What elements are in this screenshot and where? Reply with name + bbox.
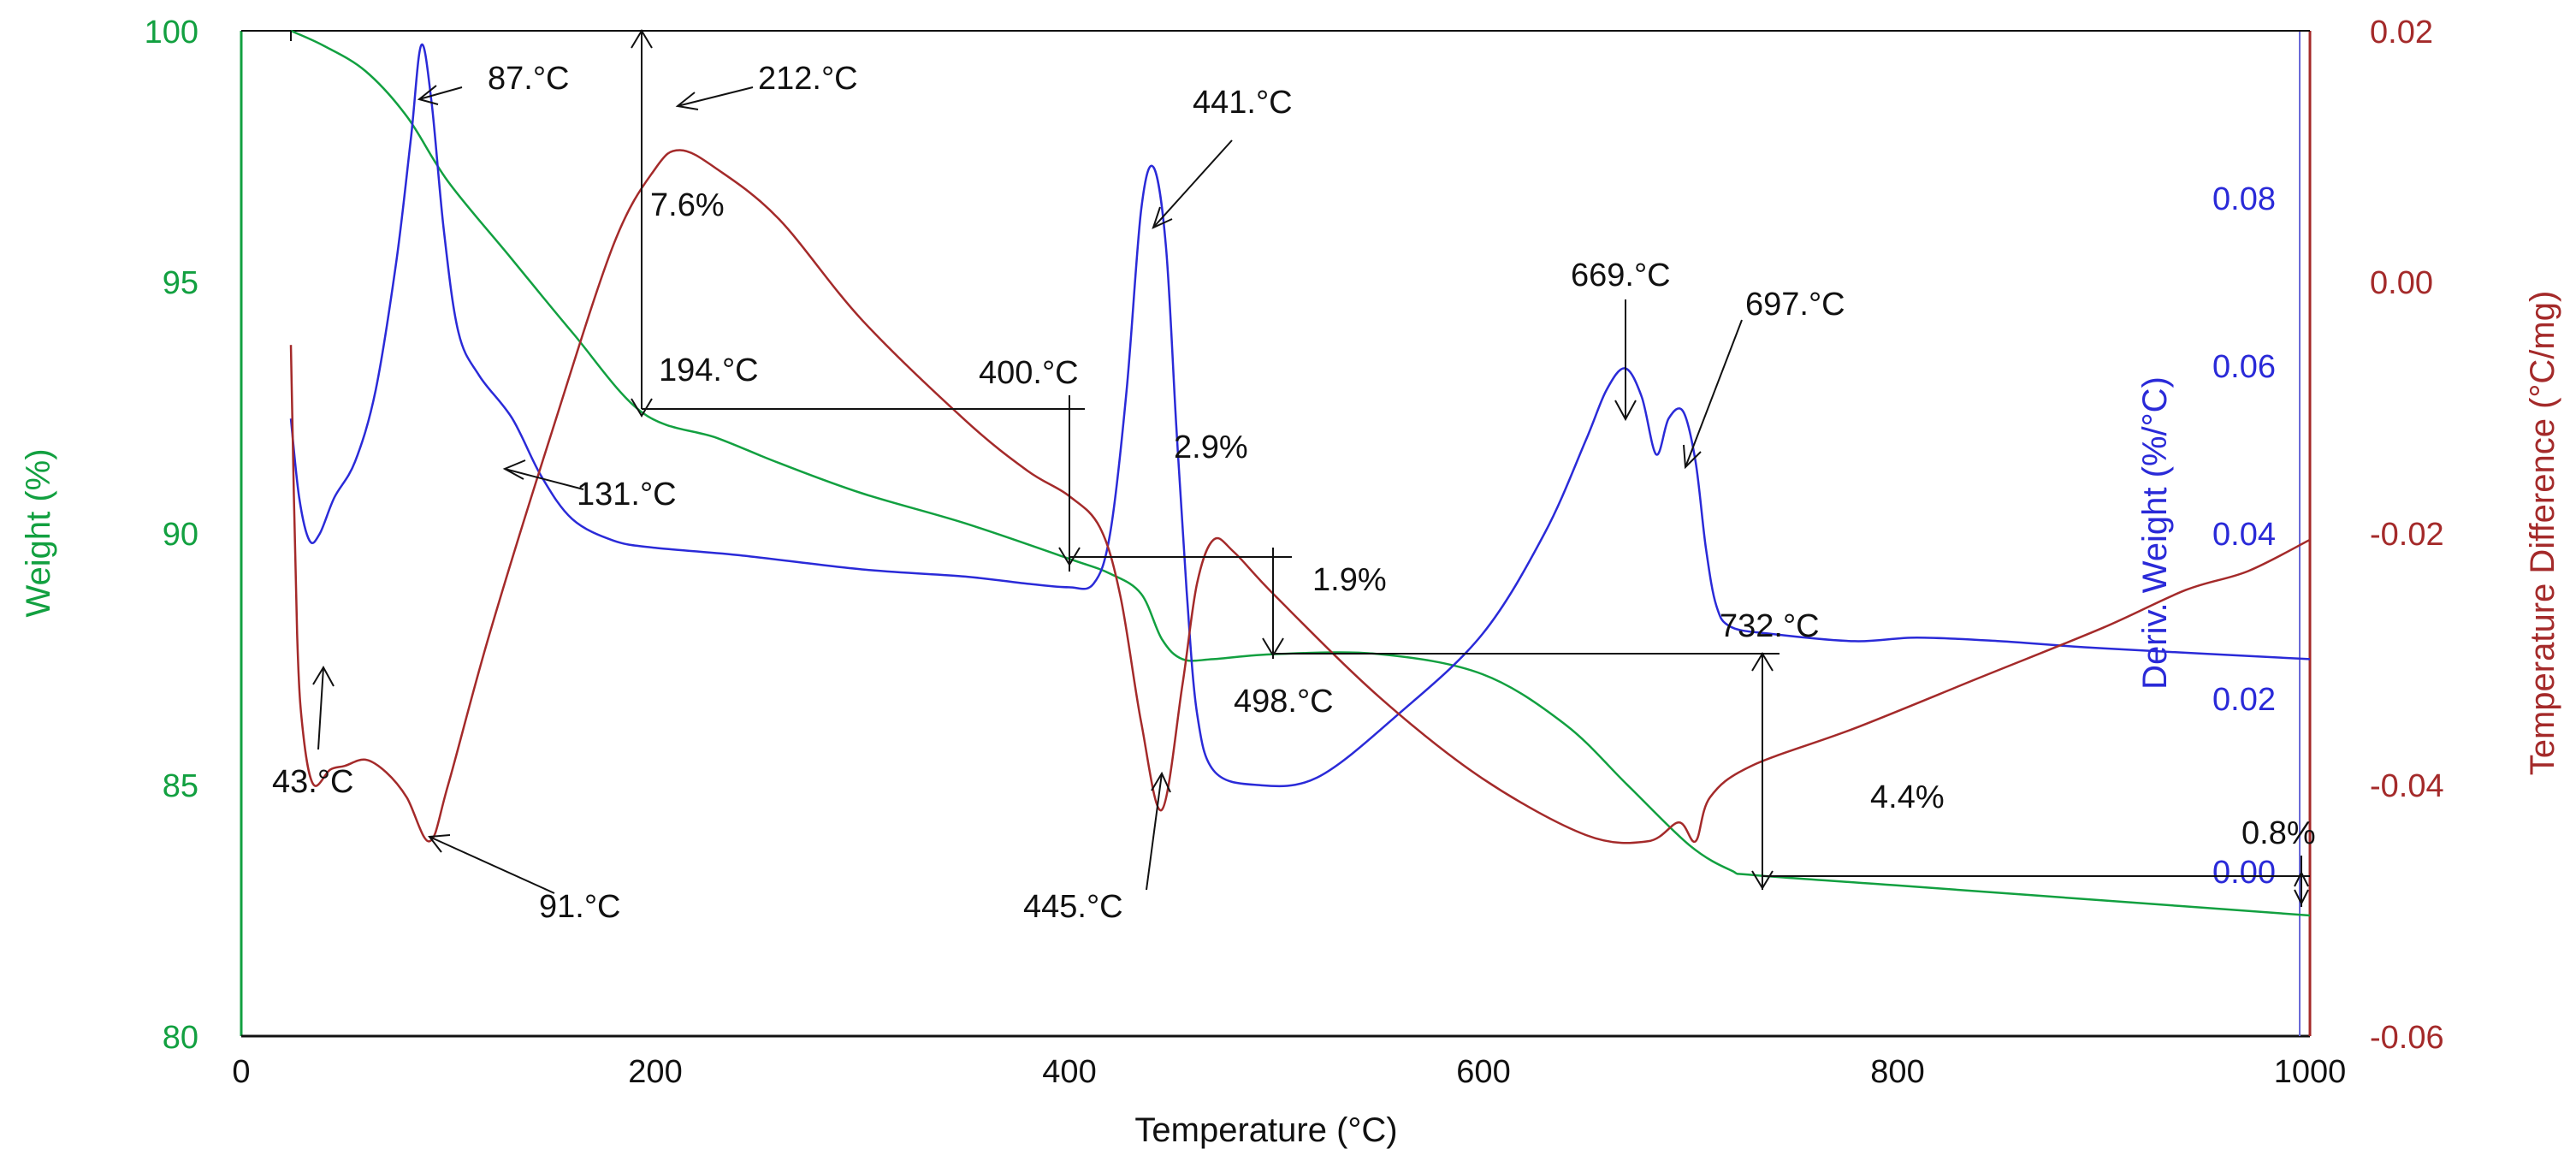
weight-tick-label: 100 [145, 15, 198, 50]
deriv-tick-label: 0.06 [2212, 349, 2276, 385]
tdiff-tick-label: 0.02 [2370, 15, 2433, 50]
tick-labels: 0 200 400 600 800 1000 80 85 90 95 100 0… [145, 15, 2444, 1090]
arrow-head [2294, 889, 2309, 906]
arrow-head [312, 665, 335, 687]
arrow-head [631, 398, 653, 418]
arrow-head [2294, 870, 2309, 887]
plot-frame [240, 30, 2312, 1038]
leader-131 [504, 468, 584, 490]
arrow-head [1751, 652, 1774, 672]
step-temp-732: 732.°C [1720, 608, 1820, 644]
leader-441 [1152, 139, 1233, 228]
tdiff-tick-label: 0.00 [2370, 265, 2433, 301]
arrow-head [1614, 400, 1637, 422]
series-group [289, 29, 2311, 917]
peak-label-212: 212.°C [758, 61, 858, 97]
arrow-head [1683, 444, 1702, 470]
loss-label-1-9: 1.9% [1312, 562, 1387, 598]
loss-label-2-9: 2.9% [1174, 430, 1248, 465]
peak-label-445: 445.°C [1023, 889, 1123, 925]
arrow-head [502, 459, 526, 480]
loss-label-0-8: 0.8% [2241, 815, 2316, 851]
peak-label-131: 131.°C [577, 477, 677, 512]
deriv-axis-title: Deriv. Weight (%/°C) [2136, 376, 2174, 690]
step-temp-194: 194.°C [659, 352, 759, 388]
x-tick-label: 200 [628, 1054, 682, 1090]
deriv-tick-label: 0.00 [2212, 855, 2276, 891]
leader-445 [1146, 773, 1163, 891]
deriv-tick-label: 0.04 [2212, 517, 2276, 553]
peak-label-669: 669.°C [1571, 258, 1671, 293]
x-tick-label: 800 [1870, 1054, 1924, 1090]
annotation-lines [290, 29, 2310, 907]
weight-series-line [290, 29, 2311, 917]
x-tick-label: 1000 [2274, 1054, 2347, 1090]
temperature-difference-series-line [289, 149, 2311, 844]
leader-43 [317, 666, 324, 750]
arrow-head [428, 834, 451, 853]
arrow-head [631, 29, 653, 49]
deriv-tick-label: 0.02 [2212, 682, 2276, 718]
peak-label-43: 43.°C [272, 764, 353, 800]
annotation-text: 87.°C 212.°C 441.°C 669.°C 697.°C 43.°C … [272, 61, 2316, 925]
tdiff-tick-label: -0.04 [2370, 768, 2444, 804]
x-tick-label: 400 [1042, 1054, 1096, 1090]
peak-label-87: 87.°C [488, 61, 569, 97]
leader-697 [1685, 319, 1743, 468]
leader-87 [418, 86, 463, 100]
x-tick-label: 0 [232, 1054, 250, 1090]
weight-tick-label: 85 [163, 768, 198, 804]
step-temp-498: 498.°C [1234, 684, 1334, 720]
tdiff-axis-title: Temperature Difference (°C/mg) [2524, 291, 2561, 776]
step-temp-400: 400.°C [979, 355, 1079, 391]
peak-label-441: 441.°C [1193, 85, 1293, 121]
weight-axis-title: Weight (%) [20, 448, 57, 617]
leader-91 [429, 836, 555, 894]
tdiff-tick-label: -0.02 [2370, 517, 2444, 553]
arrow-head [1262, 637, 1284, 657]
weight-tick-label: 90 [163, 517, 198, 553]
arrow-head [675, 92, 699, 110]
x-tick-label: 600 [1456, 1054, 1510, 1090]
weight-tick-label: 95 [163, 265, 198, 301]
weight-tick-label: 80 [163, 1020, 198, 1056]
peak-label-91: 91.°C [539, 889, 620, 925]
loss-label-7-6: 7.6% [650, 187, 725, 223]
arrow-head [1151, 771, 1171, 793]
x-axis-title: Temperature (°C) [1134, 1111, 1397, 1149]
arrow-head [1152, 206, 1173, 229]
deriv-weight-series-line [289, 43, 2311, 788]
peak-label-697: 697.°C [1745, 287, 1845, 323]
arrow-head [417, 85, 439, 105]
deriv-tick-label: 0.08 [2212, 181, 2276, 217]
arrow-head [1058, 547, 1081, 566]
tdiff-tick-label: -0.06 [2370, 1020, 2444, 1056]
leader-212 [677, 86, 754, 107]
loss-label-4-4: 4.4% [1870, 779, 1945, 815]
